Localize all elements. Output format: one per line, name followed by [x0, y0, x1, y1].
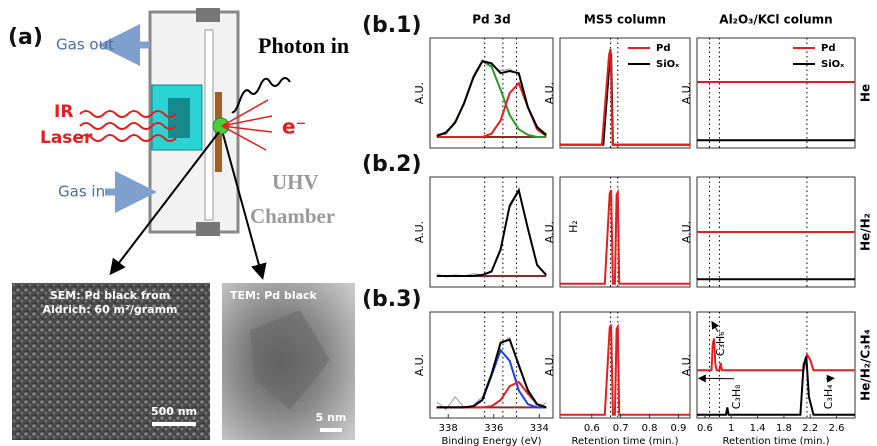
label: e⁻ — [282, 115, 306, 139]
annotation: C₃H₈ — [730, 384, 743, 409]
panel-a: (a) Gas out Gas in IR Laser e⁻ Photon in… — [8, 8, 355, 440]
legend-label: SiOₓ — [656, 59, 680, 70]
photon — [231, 77, 291, 114]
x-tick-label: 336 — [484, 423, 503, 434]
tube — [204, 29, 214, 221]
series-line — [560, 48, 690, 146]
x-axis-label: Retention time (min.) — [722, 436, 829, 446]
series-line — [697, 338, 855, 372]
legend-label: SiOₓ — [821, 59, 845, 70]
series-line — [697, 356, 855, 416]
x-tick-label: 1 — [728, 423, 734, 434]
annotation: H₂ — [567, 220, 580, 233]
ir-beam — [79, 110, 177, 142]
flange — [196, 8, 220, 22]
series-line — [436, 338, 547, 409]
arrow — [109, 131, 220, 276]
row-label: (b.2) — [362, 152, 422, 177]
legend-label: Pd — [821, 43, 836, 54]
row-label: (b.1) — [362, 13, 422, 38]
sem-image — [12, 283, 210, 440]
y-axis-label: A.U. — [543, 221, 556, 243]
series-line — [436, 59, 547, 137]
x-tick-label: 1.8 — [776, 423, 792, 434]
scale-bar — [320, 428, 342, 432]
label: Gas in — [58, 183, 105, 201]
arrow — [222, 133, 267, 280]
x-tick-label: 2.2 — [802, 423, 818, 434]
plot-frame — [696, 311, 856, 419]
label: IR — [54, 102, 73, 122]
plot-frame — [429, 311, 554, 419]
series-line — [560, 322, 690, 416]
plot-frame — [559, 311, 691, 419]
y-axis-label: A.U. — [413, 354, 426, 376]
label: Photon in — [258, 33, 349, 58]
x-tick-label: 0.8 — [642, 423, 658, 434]
series-line — [436, 187, 547, 277]
cell-inner — [168, 98, 190, 138]
x-tick-label: 0.9 — [670, 423, 686, 434]
caption: TEM: Pd black — [230, 289, 318, 302]
label: UHV — [272, 170, 319, 194]
label: Gas out — [56, 36, 114, 54]
y-axis-label: A.U. — [413, 82, 426, 104]
side-label: He/H₂/C₃H₄ — [859, 329, 873, 401]
y-axis-label: A.U. — [680, 354, 693, 376]
plot-frame — [429, 176, 554, 288]
x-tick-label: 338 — [439, 423, 458, 434]
x-tick-label: 0.6 — [697, 423, 713, 434]
side-label: He — [859, 84, 873, 102]
column-title: Al₂O₃/KCl column — [719, 13, 832, 27]
y-axis-label: A.U. — [543, 354, 556, 376]
annotation: C₃H₄ — [822, 384, 835, 409]
panel-label: (a) — [8, 25, 43, 50]
annotation-arrow — [697, 374, 735, 383]
x-axis-label: Retention time (min.) — [571, 436, 678, 446]
x-tick-label: 1.4 — [750, 423, 766, 434]
caption: SEM: Pd black from — [50, 289, 170, 302]
annotation-arrow — [825, 374, 835, 383]
x-tick-label: 334 — [530, 423, 549, 434]
y-axis-label: A.U. — [543, 82, 556, 104]
row-label: (b.3) — [362, 287, 422, 312]
legend-label: Pd — [656, 43, 671, 54]
plot-frame — [696, 37, 856, 149]
side-label: He/H₂ — [859, 213, 873, 251]
y-axis-label: A.U. — [680, 221, 693, 243]
annotation-arrow — [711, 320, 719, 333]
series-line — [560, 188, 690, 285]
plot-frame — [429, 37, 554, 149]
plot-frame — [559, 176, 691, 288]
x-tick-label: 0.7 — [613, 423, 629, 434]
column-title: Pd 3d — [472, 13, 511, 27]
electron-rays — [221, 99, 273, 151]
plot-frame — [559, 37, 691, 149]
x-tick-label: 2.6 — [829, 423, 845, 434]
sample — [212, 117, 230, 135]
caption: Aldrich: 60 m²/gramm — [42, 303, 177, 316]
x-axis-label: Binding Energy (eV) — [442, 436, 542, 446]
y-axis-label: A.U. — [680, 82, 693, 104]
label: Laser — [40, 128, 93, 148]
scale-label: 5 nm — [316, 411, 347, 424]
particle — [250, 310, 330, 410]
column-title: MS5 column — [584, 13, 666, 27]
panel-b: (b.1) (b.2) (b.3) Pd 3d MS5 column Al₂O₃/KCl … — [362, 13, 873, 446]
scale-label: 500 nm — [151, 405, 197, 418]
x-tick-label: 0.6 — [584, 423, 600, 434]
annotation: C₃H₆ — [714, 331, 727, 356]
scale-bar — [152, 422, 196, 426]
flange — [196, 222, 220, 236]
label: Chamber — [250, 204, 335, 228]
y-axis-label: A.U. — [413, 221, 426, 243]
